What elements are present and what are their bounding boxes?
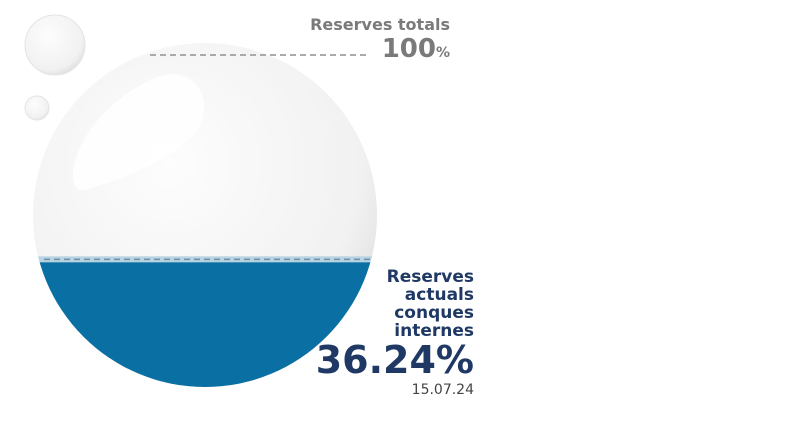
unit: % [436,45,450,61]
bubble [24,14,86,76]
date: 15.07.24 [412,382,474,398]
current-text: 36.24% [316,338,474,382]
unit: % [436,338,474,382]
total-value: 100 [382,34,436,64]
total-text: 100% [382,34,450,64]
current-label: Reserves actuals conques internes [386,267,474,341]
current-value: 36.24 [316,338,436,382]
water-surface [33,256,377,265]
bubble [24,95,50,121]
total-label: Reserves totals [310,15,450,34]
highlight [72,74,205,191]
